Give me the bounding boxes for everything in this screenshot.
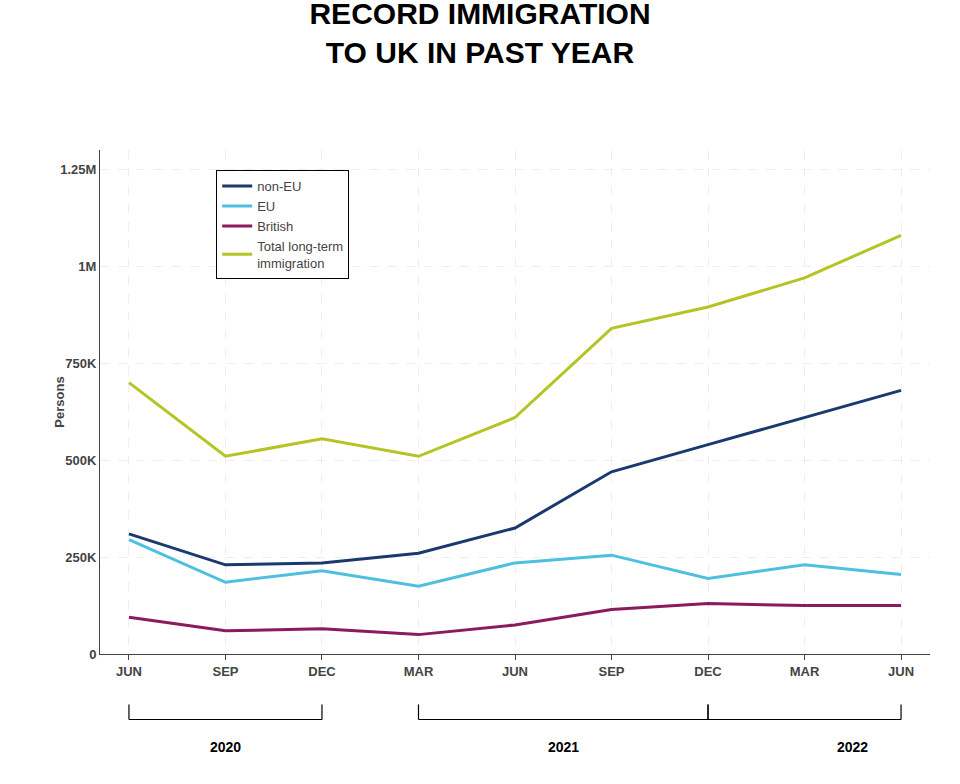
svg-text:JUN: JUN [502, 664, 528, 679]
svg-text:DEC: DEC [308, 664, 336, 679]
svg-text:SEP: SEP [212, 664, 238, 679]
svg-text:1M: 1M [78, 259, 96, 274]
svg-text:Persons: Persons [52, 376, 67, 427]
svg-text:750K: 750K [65, 356, 97, 371]
svg-text:MAR: MAR [404, 664, 434, 679]
svg-text:250K: 250K [65, 550, 97, 565]
svg-text:JUN: JUN [116, 664, 142, 679]
svg-text:SEP: SEP [599, 664, 625, 679]
svg-text:1.25M: 1.25M [60, 162, 96, 177]
svg-text:EU: EU [257, 199, 275, 214]
svg-text:500K: 500K [65, 453, 97, 468]
svg-text:2022: 2022 [837, 739, 868, 755]
svg-text:British: British [257, 219, 293, 234]
svg-text:MAR: MAR [790, 664, 820, 679]
svg-text:non-EU: non-EU [257, 179, 301, 194]
svg-text:JUN: JUN [888, 664, 914, 679]
svg-text:Total long-termimmigration: Total long-termimmigration [257, 239, 343, 271]
svg-text:0: 0 [89, 647, 96, 662]
svg-text:DEC: DEC [694, 664, 722, 679]
svg-text:RECORD IMMIGRATIONTO UK IN PAS: RECORD IMMIGRATIONTO UK IN PAST YEAR [309, 0, 650, 69]
svg-text:2020: 2020 [210, 739, 241, 755]
svg-text:2021: 2021 [548, 739, 579, 755]
